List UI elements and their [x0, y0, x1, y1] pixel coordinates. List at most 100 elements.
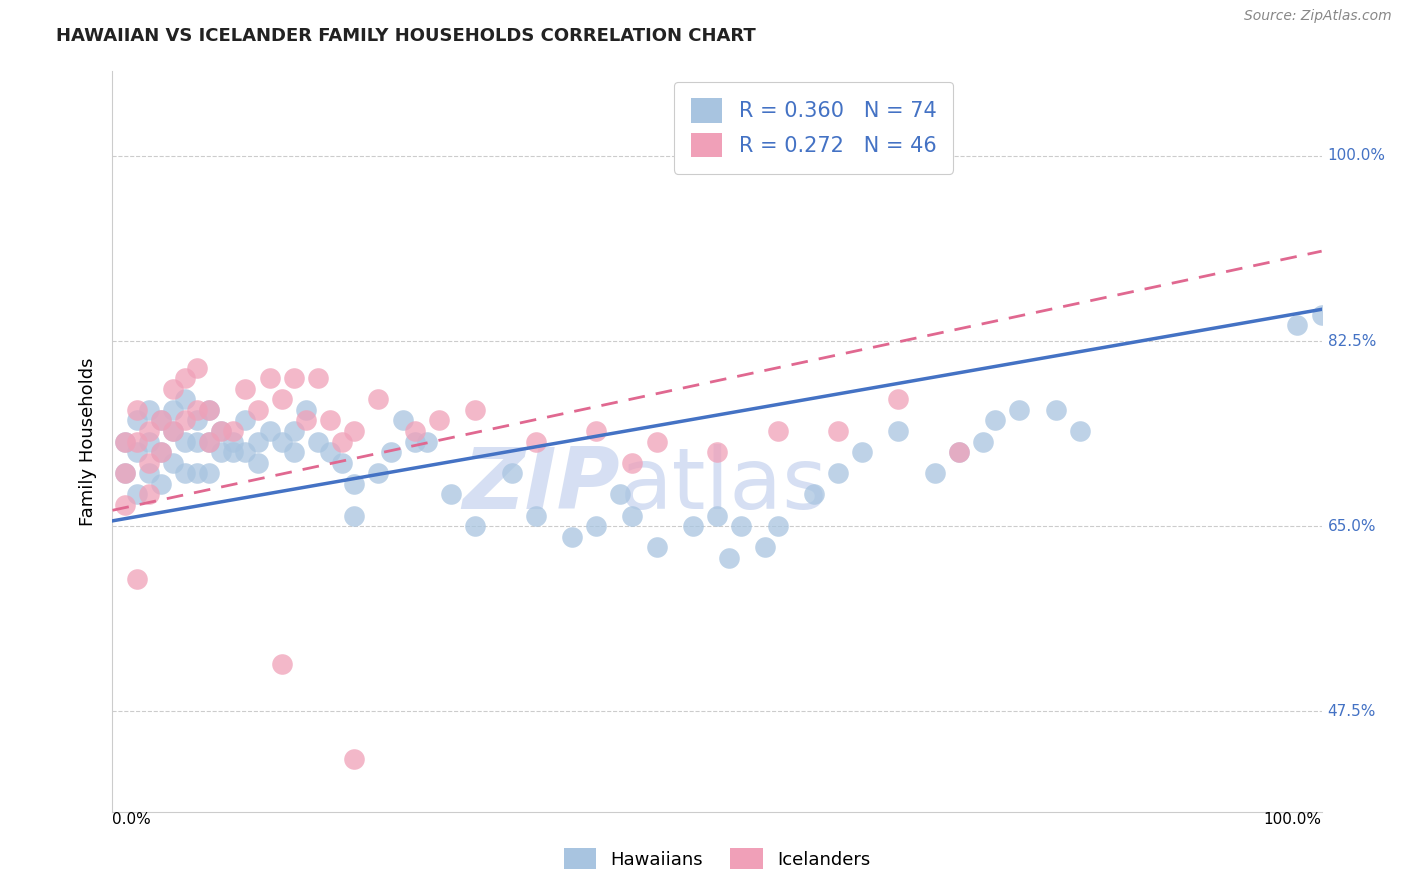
Point: [246, 434, 269, 449]
Y-axis label: Family Households: Family Households: [79, 358, 97, 525]
Point: [501, 467, 523, 481]
Point: [464, 402, 486, 417]
Text: 82.5%: 82.5%: [1327, 334, 1376, 349]
Point: [718, 550, 741, 565]
Point: [561, 530, 583, 544]
Point: [138, 487, 160, 501]
Point: [174, 371, 197, 385]
Point: [307, 371, 329, 385]
Point: [209, 424, 232, 438]
Point: [114, 467, 136, 481]
Point: [404, 434, 426, 449]
Point: [138, 467, 160, 481]
Point: [125, 402, 148, 417]
Point: [682, 519, 704, 533]
Point: [138, 456, 160, 470]
Point: [730, 519, 752, 533]
Point: [125, 413, 148, 427]
Point: [246, 402, 269, 417]
Point: [851, 445, 873, 459]
Point: [367, 392, 389, 407]
Point: [295, 413, 318, 427]
Point: [114, 434, 136, 449]
Point: [198, 402, 221, 417]
Text: 47.5%: 47.5%: [1327, 704, 1376, 719]
Point: [319, 413, 342, 427]
Point: [125, 434, 148, 449]
Point: [246, 456, 269, 470]
Point: [404, 424, 426, 438]
Legend: Hawaiians, Icelanders: Hawaiians, Icelanders: [564, 848, 870, 870]
Point: [198, 402, 221, 417]
Point: [138, 402, 160, 417]
Point: [1069, 424, 1091, 438]
Point: [706, 445, 728, 459]
Point: [621, 456, 644, 470]
Point: [283, 445, 305, 459]
Point: [222, 434, 245, 449]
Point: [209, 424, 232, 438]
Point: [645, 541, 668, 555]
Point: [367, 467, 389, 481]
Point: [149, 413, 172, 427]
Point: [330, 434, 353, 449]
Point: [972, 434, 994, 449]
Point: [1310, 308, 1333, 322]
Point: [948, 445, 970, 459]
Point: [270, 392, 292, 407]
Point: [138, 424, 160, 438]
Point: [1045, 402, 1067, 417]
Point: [343, 476, 366, 491]
Point: [235, 413, 257, 427]
Point: [1286, 318, 1309, 333]
Point: [149, 476, 172, 491]
Point: [125, 572, 148, 586]
Text: HAWAIIAN VS ICELANDER FAMILY HOUSEHOLDS CORRELATION CHART: HAWAIIAN VS ICELANDER FAMILY HOUSEHOLDS …: [56, 27, 756, 45]
Point: [585, 519, 607, 533]
Point: [754, 541, 776, 555]
Point: [924, 467, 946, 481]
Text: ZIP: ZIP: [463, 444, 620, 527]
Point: [125, 445, 148, 459]
Point: [125, 487, 148, 501]
Point: [827, 467, 849, 481]
Point: [827, 424, 849, 438]
Point: [887, 424, 910, 438]
Point: [803, 487, 825, 501]
Point: [416, 434, 439, 449]
Point: [235, 382, 257, 396]
Point: [174, 434, 197, 449]
Point: [162, 424, 184, 438]
Point: [186, 413, 208, 427]
Point: [149, 445, 172, 459]
Point: [259, 424, 281, 438]
Point: [270, 434, 292, 449]
Point: [186, 434, 208, 449]
Point: [295, 402, 318, 417]
Point: [319, 445, 342, 459]
Point: [198, 434, 221, 449]
Point: [209, 445, 232, 459]
Point: [1008, 402, 1031, 417]
Point: [174, 392, 197, 407]
Point: [162, 402, 184, 417]
Text: 100.0%: 100.0%: [1327, 148, 1386, 163]
Point: [259, 371, 281, 385]
Point: [114, 434, 136, 449]
Point: [162, 424, 184, 438]
Point: [621, 508, 644, 523]
Point: [524, 434, 547, 449]
Point: [198, 434, 221, 449]
Point: [427, 413, 450, 427]
Point: [222, 424, 245, 438]
Point: [343, 752, 366, 766]
Point: [186, 360, 208, 375]
Point: [380, 445, 402, 459]
Point: [585, 424, 607, 438]
Point: [283, 371, 305, 385]
Point: [222, 445, 245, 459]
Point: [645, 434, 668, 449]
Point: [162, 456, 184, 470]
Point: [198, 467, 221, 481]
Text: atlas: atlas: [620, 444, 828, 527]
